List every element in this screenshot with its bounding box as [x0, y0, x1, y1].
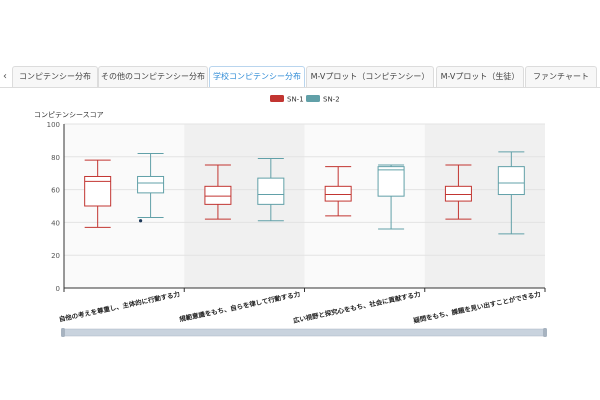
y-axis-title: コンピテンシースコア — [34, 111, 104, 119]
category-band — [424, 124, 545, 288]
tab-fan-chart[interactable]: ファンチャート — [525, 66, 597, 87]
box-body[interactable] — [324, 185, 352, 202]
category-band — [304, 124, 425, 288]
box-body[interactable] — [137, 175, 165, 194]
y-tick-label: 20 — [51, 252, 60, 260]
tab-bar: ‹ コンピテンシー分布 その他のコンピテンシー分布 学校コンピテンシー分布 M-… — [0, 66, 600, 88]
legend-swatch[interactable] — [270, 95, 284, 102]
box-body[interactable] — [444, 185, 472, 202]
tab-mv-plot-competency[interactable]: M-Vプロット（コンピテンシー） — [306, 66, 434, 87]
category-band — [64, 124, 185, 288]
y-tick-label: 0 — [56, 285, 60, 293]
legend-label[interactable]: SN-1 — [287, 96, 304, 104]
tab-school-competency-distribution[interactable]: 学校コンピテンシー分布 — [209, 66, 305, 88]
tab-mv-plot-students[interactable]: M-Vプロット（生徒） — [436, 66, 524, 87]
data-zoom-slider[interactable] — [61, 328, 547, 337]
box-outlier-point[interactable] — [138, 219, 143, 223]
boxplot-chart: 0 20 40 60 80 100 コンピテンシースコア SN-1 SN-2 自他の考えを尊重し、… — [34, 95, 547, 337]
data-zoom-handle-left[interactable] — [61, 328, 65, 337]
x-category-label: 自他の考えを尊重し、主体的に行動する力 — [58, 289, 181, 324]
y-tick-label: 40 — [51, 219, 60, 227]
box-body[interactable] — [497, 166, 525, 196]
legend-label[interactable]: SN-2 — [323, 96, 340, 104]
y-tick-label: 60 — [51, 187, 60, 195]
tab-scroll-left-icon[interactable]: ‹ — [3, 71, 7, 82]
box-body[interactable] — [257, 177, 285, 205]
legend-swatch[interactable] — [306, 95, 320, 102]
y-tick-label: 100 — [47, 121, 60, 129]
box-body[interactable] — [377, 166, 405, 197]
tab-competency-distribution[interactable]: コンピテンシー分布 — [12, 66, 98, 87]
x-category-label: 疑問をもち、課題を見い出すことができる力 — [413, 289, 542, 325]
x-category-label: 広い視野と探究心をもち、社会に貢献する力 — [292, 289, 422, 325]
category-band — [184, 124, 305, 288]
tab-other-competency-distribution[interactable]: その他のコンピテンシー分布 — [98, 66, 208, 87]
y-tick-label: 80 — [51, 154, 60, 162]
x-category-label: 規範意識をもち、自らを律して行動する力 — [178, 289, 301, 324]
tab-divider — [0, 87, 600, 88]
data-zoom-handle-right[interactable] — [543, 328, 547, 337]
box-body[interactable] — [204, 185, 232, 205]
